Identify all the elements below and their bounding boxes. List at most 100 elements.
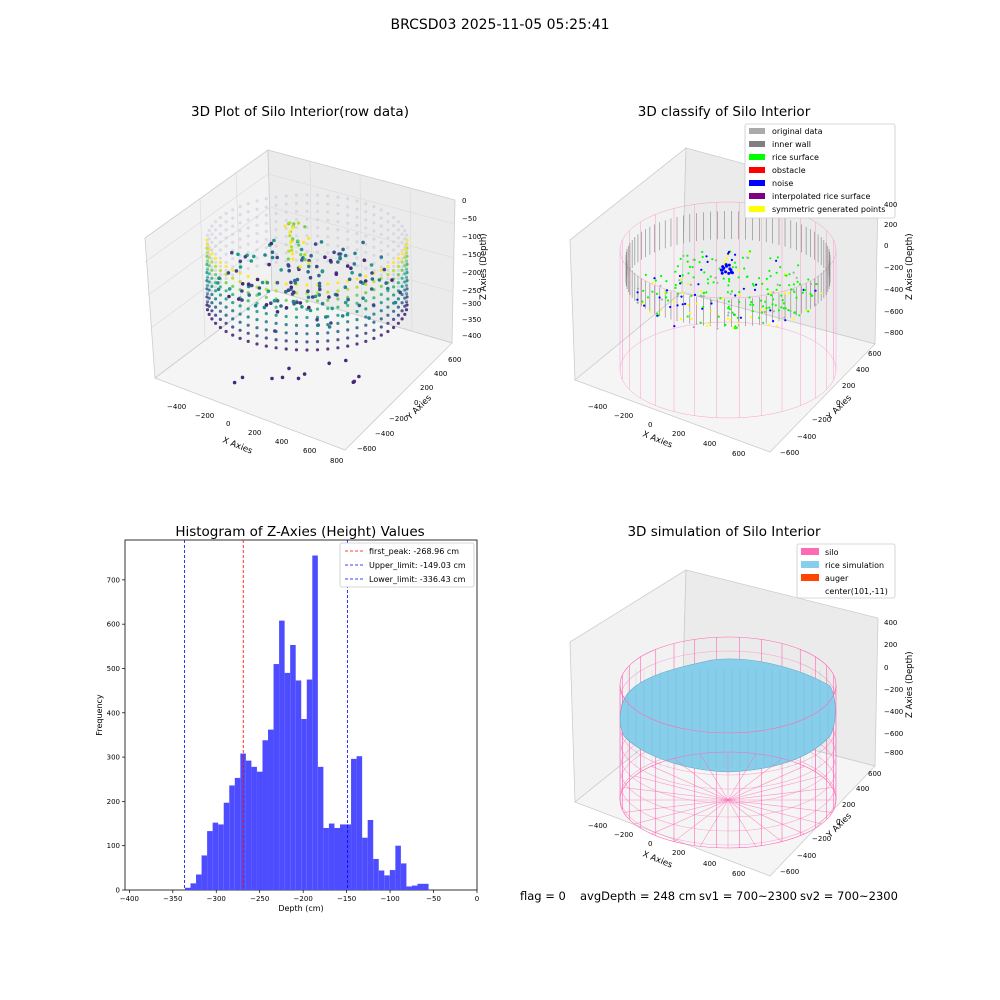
- classify-surface-point: [770, 294, 773, 297]
- raw-wall-point: [326, 331, 330, 335]
- raw-wall-point: [207, 312, 211, 316]
- classify-surface-point: [674, 283, 677, 287]
- raw-floor-point: [240, 282, 245, 286]
- raw-wall-point: [274, 260, 278, 264]
- classify-surface-point: [703, 271, 706, 274]
- raw-wall-point: [210, 301, 214, 305]
- classify-surface-point: [741, 256, 744, 259]
- raw-wall-point: [238, 280, 242, 284]
- classify-surface-point: [795, 276, 798, 279]
- raw-floor-point: [287, 366, 291, 371]
- raw-wall-point: [214, 268, 218, 272]
- raw-wall-point: [392, 317, 396, 321]
- classify-surface-point: [728, 277, 731, 281]
- raw-wall-point: [238, 304, 242, 308]
- raw-wall-point: [355, 264, 359, 268]
- classify-surface-point: [700, 290, 703, 293]
- raw-wall-point: [364, 282, 368, 287]
- raw-peak-point: [299, 253, 303, 257]
- raw-wall-point: [379, 268, 383, 272]
- raw-floor-point: [227, 294, 231, 299]
- footer-flag: flag = 0: [520, 889, 566, 903]
- raw-wall-point: [372, 336, 376, 340]
- raw-x-tick-label: 800: [330, 457, 343, 465]
- raw-wall-point: [210, 257, 214, 261]
- raw-x-axis-label: X Axies: [221, 436, 254, 457]
- raw-floor-point: [257, 292, 262, 296]
- raw-x-tick-label: 200: [248, 429, 261, 437]
- raw-wall-point: [346, 303, 350, 308]
- raw-wall-point: [364, 339, 368, 343]
- raw-wall-point: [379, 309, 383, 313]
- classify-surface-point: [769, 257, 772, 260]
- legend-noise: noise: [772, 179, 793, 188]
- raw-wall-point: [231, 301, 235, 305]
- classify-surface-point: [796, 280, 799, 283]
- raw-wall-point: [294, 331, 299, 336]
- raw-wall-point: [214, 313, 218, 317]
- raw-wall-points: [205, 193, 409, 352]
- histogram-bar: [190, 883, 197, 890]
- raw-wall-point: [336, 203, 340, 207]
- raw-wall-point: [274, 203, 278, 207]
- classify-surface-point: [701, 255, 704, 259]
- raw-wall-point: [396, 260, 400, 264]
- raw-peak-point: [298, 265, 302, 269]
- panel-4-title: 3D simulation of Silo Interior: [627, 524, 821, 540]
- raw-wall-point: [224, 244, 228, 248]
- classify-surface-point: [729, 318, 732, 321]
- histogram-y-tick-label: 400: [107, 709, 120, 717]
- classify-surface-point: [784, 307, 787, 310]
- raw-wall-point: [379, 284, 383, 288]
- footer-avg-depth: avgDepth = 248 cm: [580, 889, 697, 903]
- raw-floor-point: [341, 247, 345, 252]
- classify-x-tick-label: 600: [732, 450, 745, 458]
- histogram-bar: [279, 620, 285, 890]
- classify-surface-point: [660, 298, 663, 301]
- raw-wall-point: [364, 299, 368, 303]
- raw-wall-point: [207, 245, 211, 249]
- sim-x-tick-labels: −400 −200 0 200 400 600: [588, 822, 745, 878]
- sim-x-tick-label: −200: [614, 831, 633, 839]
- raw-floor-point: [307, 258, 311, 263]
- classify-y-tick-label: 0: [836, 399, 840, 407]
- raw-axes-box: [144, 149, 456, 451]
- classify-surface-point: [684, 302, 687, 305]
- raw-wall-point: [315, 331, 320, 336]
- raw-wall-point: [346, 205, 350, 209]
- raw-wall-point: [355, 301, 359, 305]
- raw-wall-point: [386, 264, 390, 269]
- raw-wall-point: [264, 205, 268, 209]
- classify-surface-point: [772, 298, 775, 301]
- raw-floor-point: [270, 255, 275, 260]
- classify-surface-point: [656, 312, 659, 315]
- raw-wall-point: [231, 276, 235, 280]
- classify-surface-point: [771, 303, 774, 306]
- histogram-bar: [312, 555, 318, 890]
- classify-surface-point: [792, 318, 795, 321]
- classify-surface-point: [692, 326, 695, 329]
- raw-wall-point: [284, 194, 288, 198]
- raw-wall-point: [274, 244, 278, 248]
- raw-wall-point: [224, 220, 228, 224]
- sim-silo-spoke: [651, 765, 729, 801]
- classify-surface-point: [723, 260, 727, 263]
- sim-z-tick-label: −800: [884, 749, 903, 757]
- raw-wall-point: [218, 269, 222, 273]
- classify-surface-point: [636, 298, 639, 301]
- raw-wall-point: [224, 305, 228, 309]
- raw-floor-point: [267, 262, 271, 267]
- raw-wall-point: [355, 207, 359, 211]
- classify-surface-point: [712, 281, 715, 284]
- histogram-bar: [323, 827, 329, 890]
- classify-surface-point: [792, 283, 795, 286]
- histogram-vlines: [184, 540, 348, 890]
- histogram-x-tick-label: −350: [163, 895, 182, 903]
- raw-wall-point: [255, 334, 259, 338]
- raw-wall-point: [224, 329, 228, 334]
- raw-floor-point: [369, 287, 374, 291]
- classify-surface-point: [698, 261, 701, 264]
- raw-floor-point: [265, 280, 270, 285]
- classify-surface-point: [780, 306, 783, 309]
- legend-interpolated: interpolated rice surface: [772, 192, 870, 201]
